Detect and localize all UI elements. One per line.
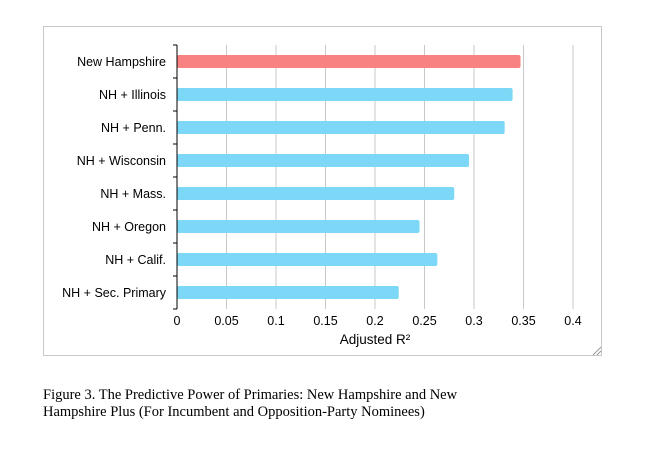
bar-nh-oregon xyxy=(177,220,420,233)
category-label: NH + Sec. Primary xyxy=(62,286,167,300)
bar-nh-penn xyxy=(177,121,505,134)
x-tick-label: 0.1 xyxy=(267,314,284,328)
caption-line-1: Figure 3. The Predictive Power of Primar… xyxy=(43,387,458,403)
caption-line-2: Hampshire Plus (For Incumbent and Opposi… xyxy=(43,404,425,420)
category-label: NH + Calif. xyxy=(105,253,166,267)
x-tick-label: 0.4 xyxy=(564,314,581,328)
x-tick-label: 0.3 xyxy=(465,314,482,328)
x-tick-label: 0.2 xyxy=(366,314,383,328)
bar-new-hampshire xyxy=(177,55,521,68)
category-label: NH + Wisconsin xyxy=(77,154,166,168)
bar-nh-sec-primary xyxy=(177,286,399,299)
category-label: NH + Oregon xyxy=(92,220,166,234)
category-label: NH + Penn. xyxy=(101,121,166,135)
bar-nh-calif xyxy=(177,253,438,266)
chart-frame: New Hampshire NH + Illinois NH + Penn. NH +… xyxy=(43,26,602,356)
x-tick-label: 0.05 xyxy=(214,314,238,328)
x-tick-label: 0 xyxy=(174,314,181,328)
category-label: NH + Mass. xyxy=(100,187,166,201)
bar-nh-illinois xyxy=(177,88,513,101)
category-label: New Hampshire xyxy=(77,55,166,69)
bar-nh-wisconsin xyxy=(177,154,470,167)
resize-grip-icon[interactable] xyxy=(590,344,602,356)
bar-chart: New Hampshire NH + Illinois NH + Penn. NH +… xyxy=(62,44,582,347)
x-axis-title: Adjusted R² xyxy=(340,332,411,347)
bar-nh-mass xyxy=(177,187,455,200)
x-tick-label: 0.15 xyxy=(313,314,337,328)
category-label: NH + Illinois xyxy=(99,88,166,102)
figure-caption: Figure 3. The Predictive Power of Primar… xyxy=(43,387,603,421)
x-tick-label: 0.35 xyxy=(511,314,535,328)
x-tick-label: 0.25 xyxy=(412,314,436,328)
